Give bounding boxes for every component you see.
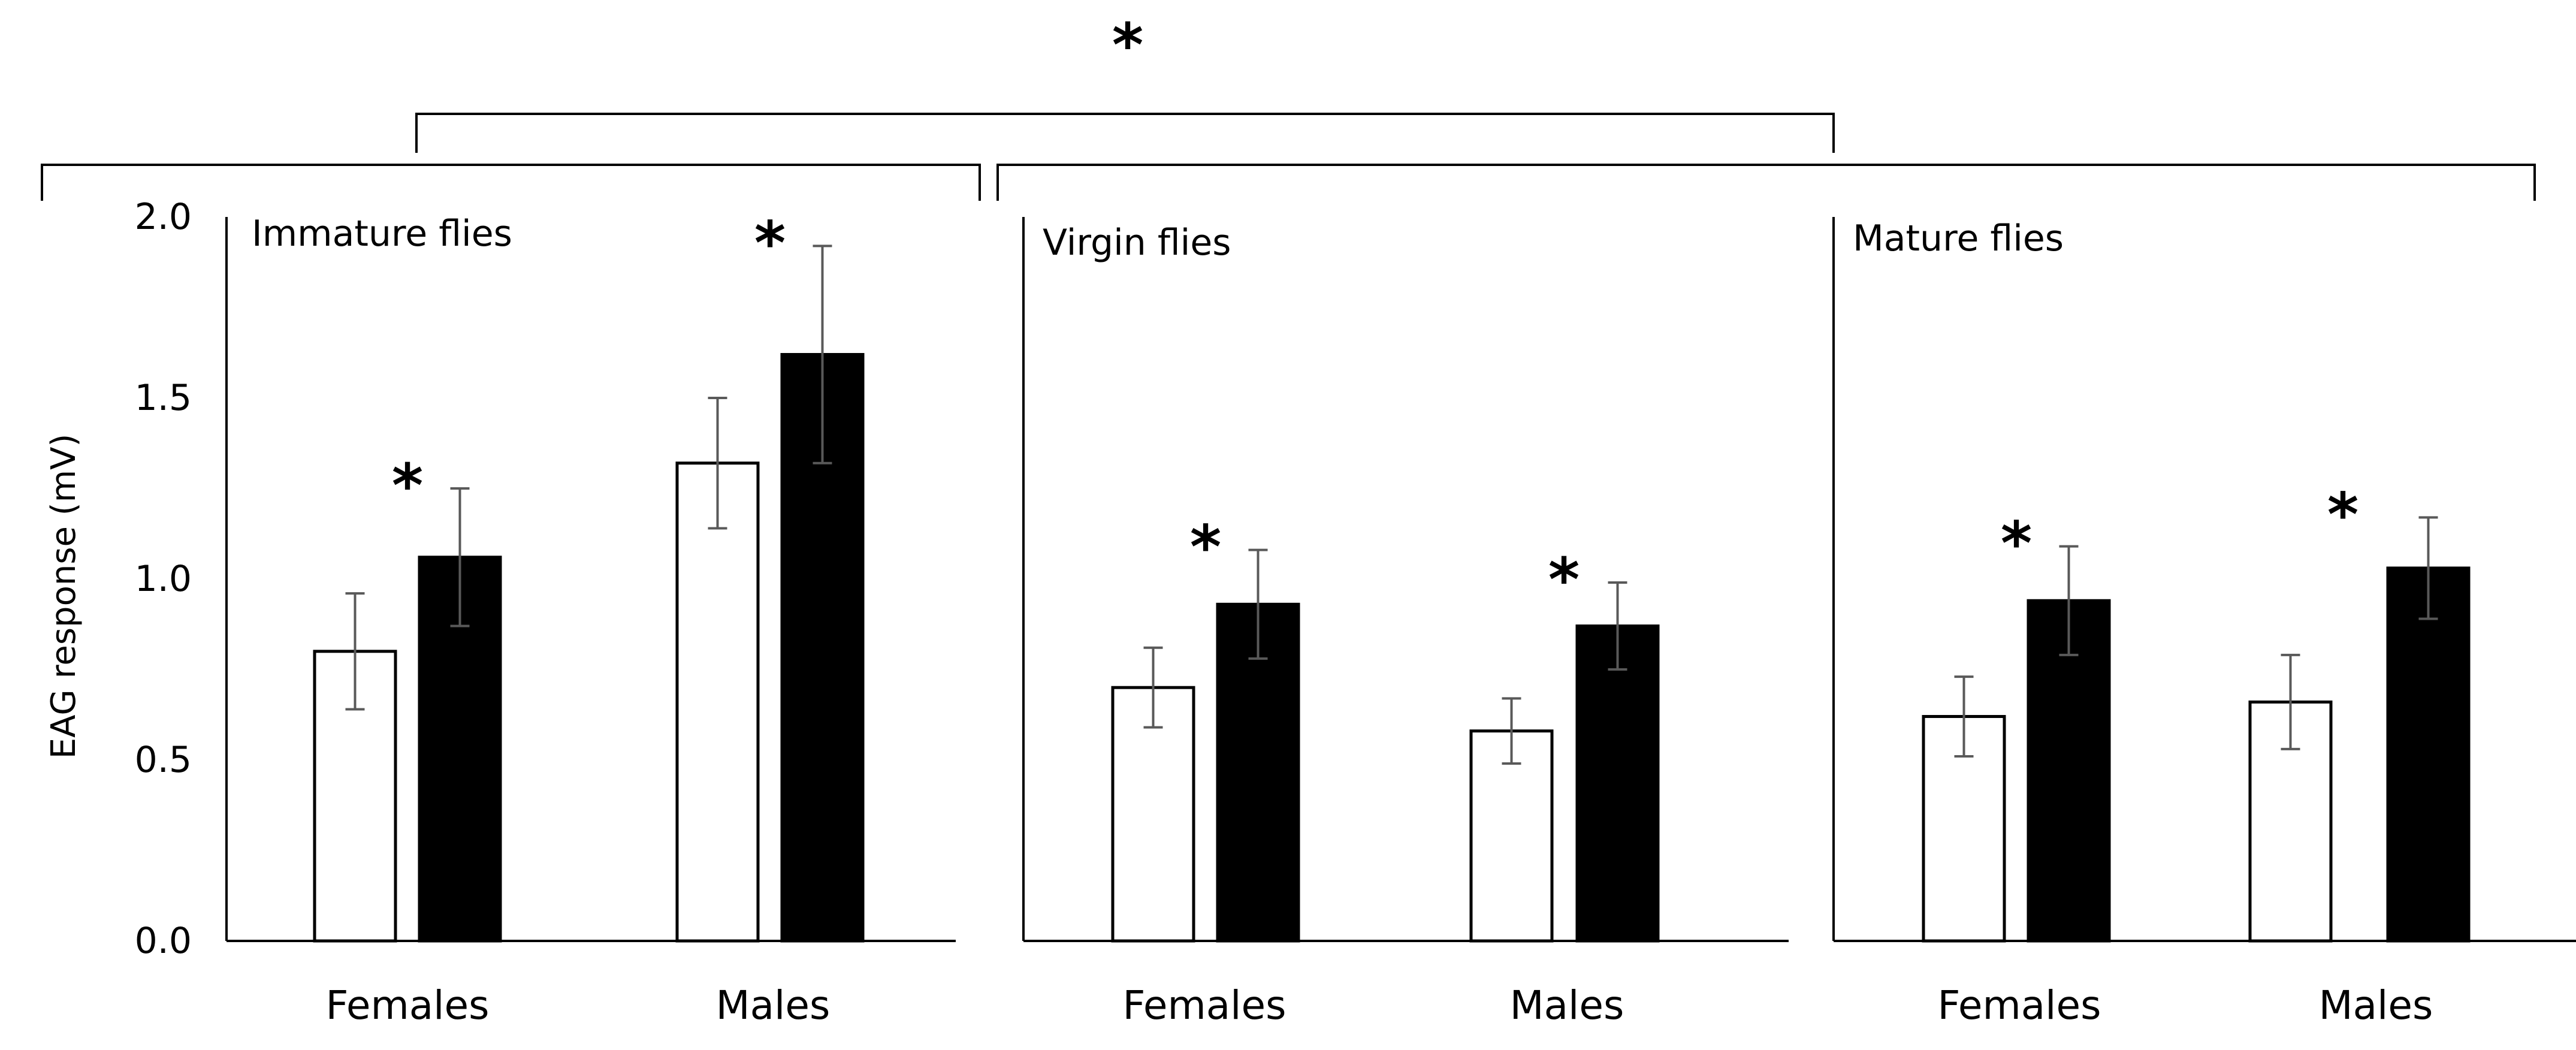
comparison-bracket	[415, 113, 1835, 153]
significance-star: *	[2001, 509, 2032, 579]
y-tick-label: 2.0	[135, 196, 192, 238]
bar-white	[675, 461, 760, 943]
category-label: Females	[325, 982, 489, 1028]
panel-3: Mature flies * Females * Males	[1832, 217, 2576, 1028]
virgin-mature-bracket	[996, 164, 2536, 201]
panel-title: Immature flies	[252, 213, 512, 255]
y-tick-label: 0.5	[135, 739, 192, 781]
y-tick-label: 0.0	[135, 920, 192, 962]
bar-white	[1469, 729, 1554, 943]
y-axis-ticks: 0.0 0.5 1.0 1.5 2.0	[135, 196, 192, 962]
category-label: Females	[1937, 982, 2101, 1028]
significance-star: *	[754, 208, 786, 278]
significance-brackets: *	[41, 10, 2536, 201]
immature-bracket	[41, 164, 981, 201]
category-label: Males	[1510, 982, 1624, 1028]
panel-2: Virgin flies * Females * Males	[1022, 217, 1789, 1028]
y-axis-label: EAG response (mV)	[44, 434, 83, 759]
category-label: Females	[1122, 982, 1286, 1028]
significance-star: *	[1190, 512, 1221, 583]
y-tick-label: 1.5	[135, 377, 192, 419]
bar-black	[2386, 566, 2471, 943]
panel-title: Virgin flies	[1043, 222, 1231, 264]
panel-1: Immature flies * Females * Males	[225, 208, 956, 1028]
significance-star: *	[2327, 479, 2358, 550]
bar-black	[1216, 602, 1300, 943]
significance-star: *	[392, 451, 423, 521]
category-label: Males	[716, 982, 831, 1028]
bar-black	[418, 556, 502, 943]
significance-star: *	[1548, 545, 1580, 615]
bar-black	[2027, 599, 2111, 943]
bar-white	[1111, 686, 1195, 943]
y-tick-label: 1.0	[135, 558, 192, 600]
panel-title: Mature flies	[1853, 218, 2064, 260]
category-label: Males	[2319, 982, 2433, 1028]
top-significance-star: *	[1112, 10, 1143, 80]
bar-black	[1575, 624, 1660, 943]
